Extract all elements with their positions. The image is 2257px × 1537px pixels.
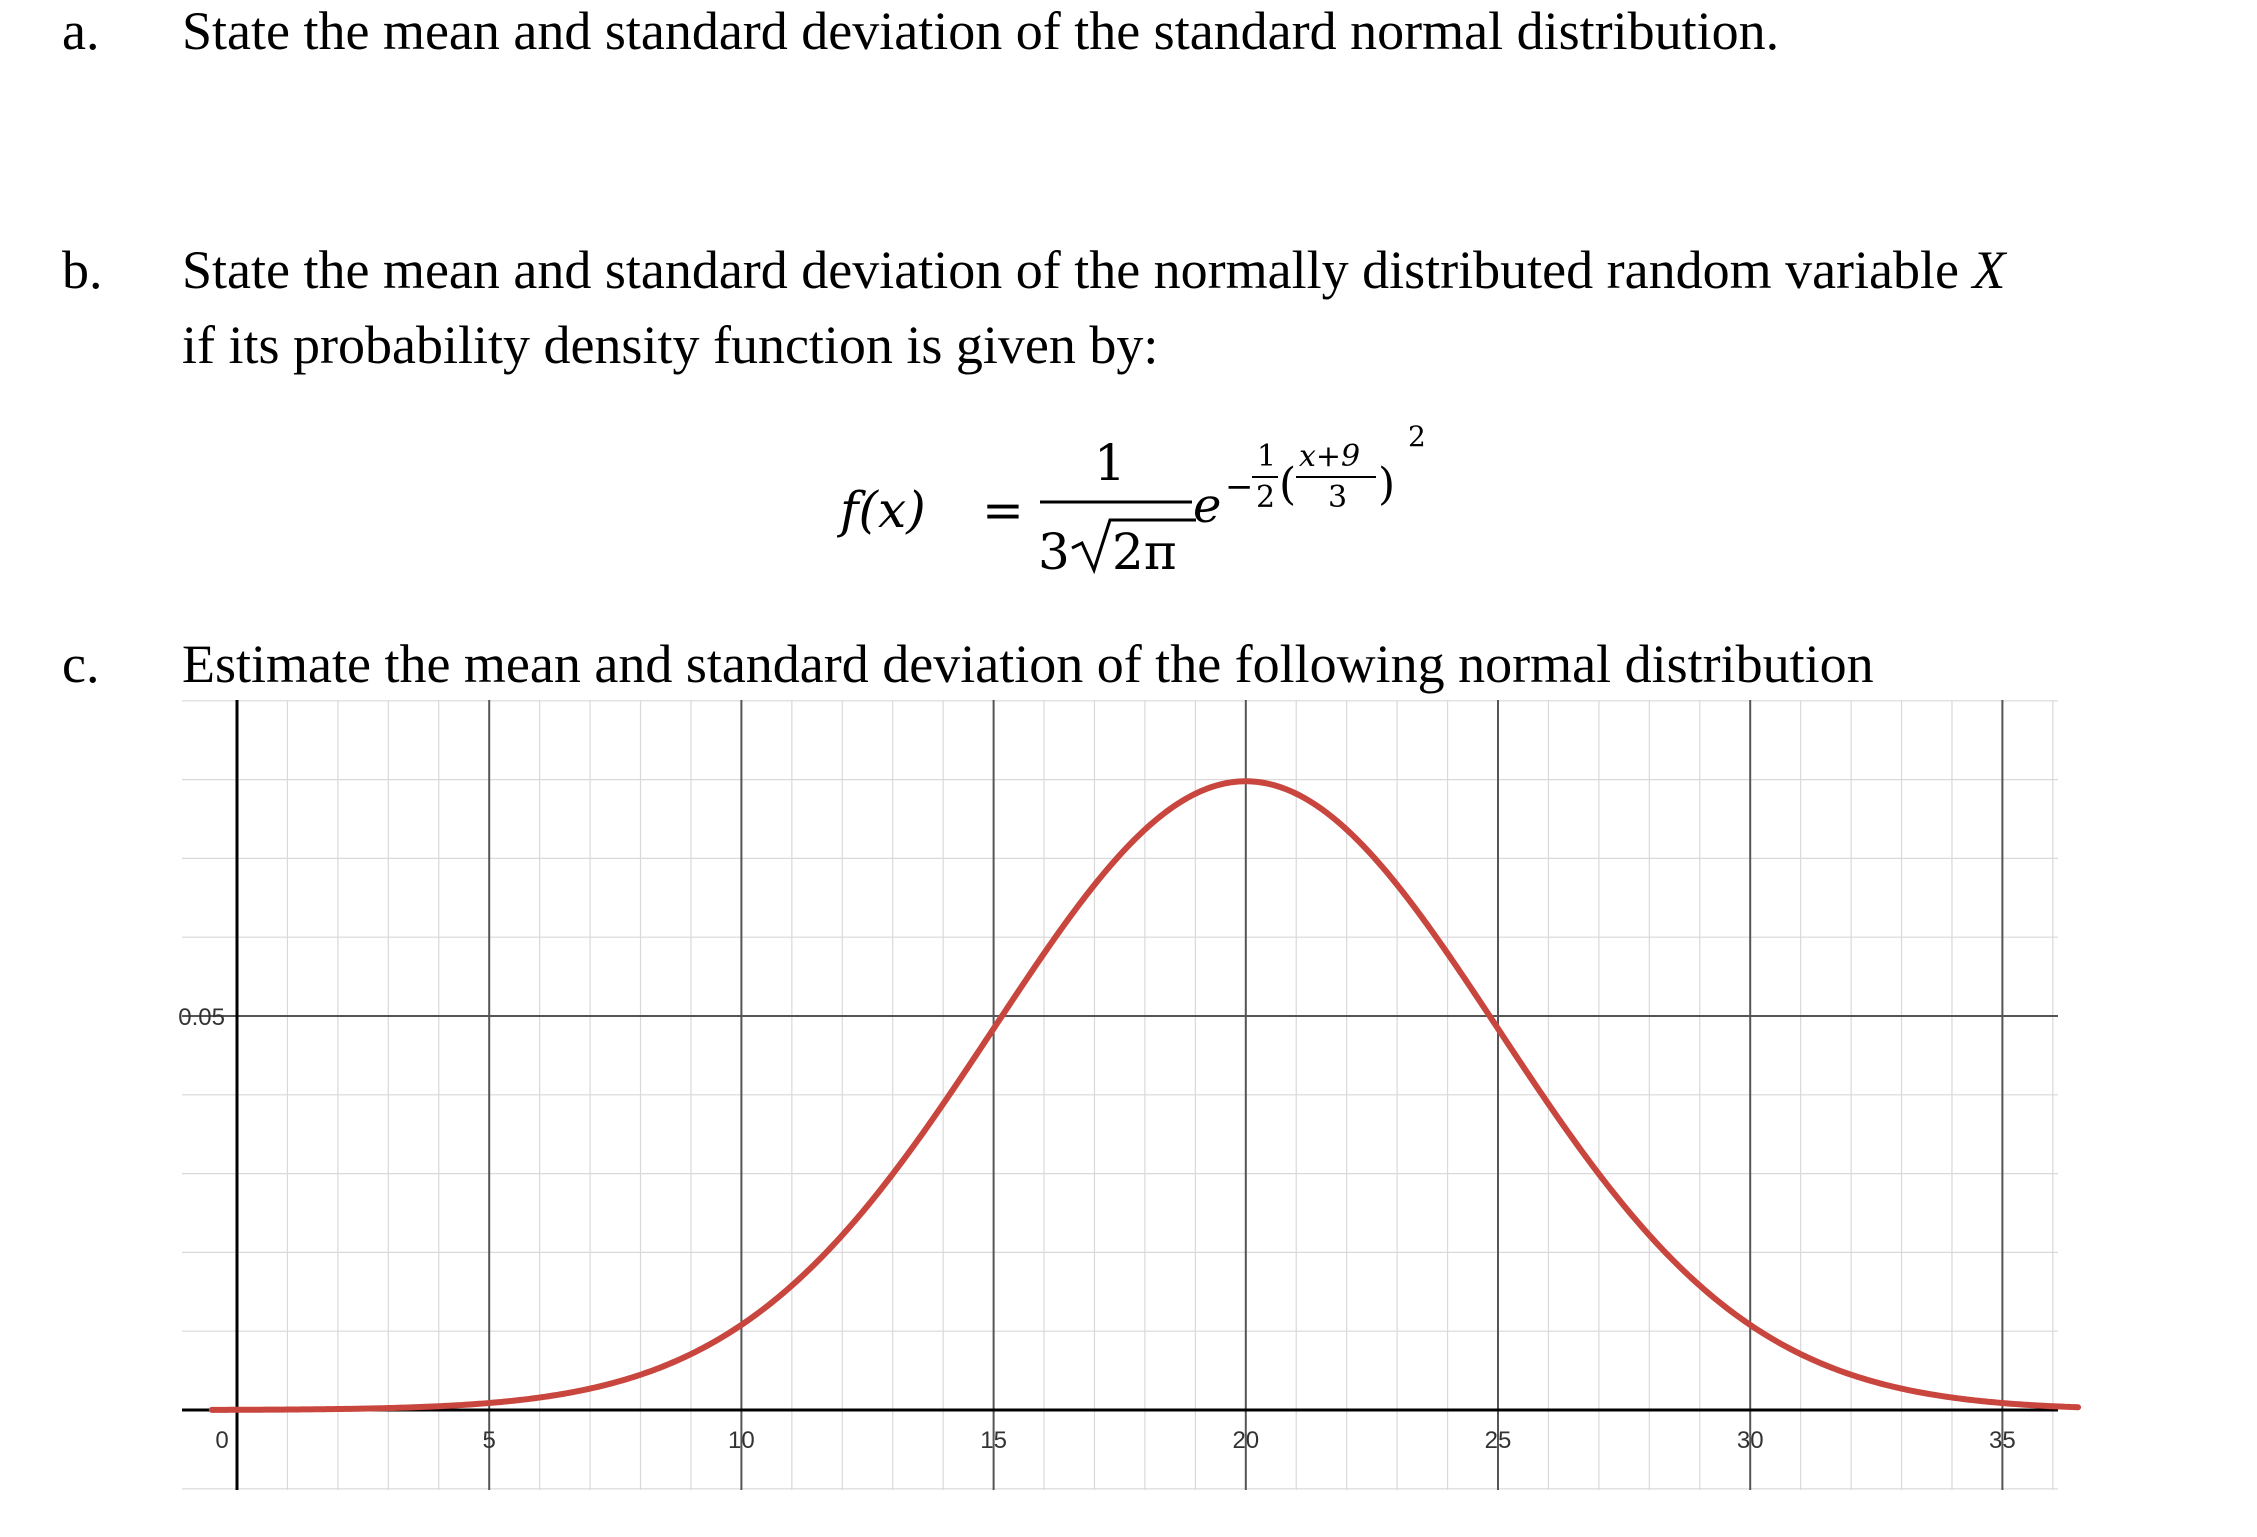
chart-minor-grid xyxy=(182,700,2058,1490)
chart-x-tick-label: 35 xyxy=(1989,1427,2016,1454)
chart-series xyxy=(208,778,2082,1413)
question-b-variable: X xyxy=(1972,240,2006,300)
chart-axes xyxy=(182,700,2058,1490)
chart-x-tick-label: 20 xyxy=(1232,1427,1259,1454)
question-c-marker: c. xyxy=(62,634,100,694)
question-b-text-line2: if its probability density function is g… xyxy=(182,315,1159,375)
chart-x-tick-label: 10 xyxy=(728,1427,755,1454)
chart-x-tick-label: 5 xyxy=(483,1427,496,1454)
chart-x-tick-label: 25 xyxy=(1485,1427,1512,1454)
question-a-marker: a. xyxy=(62,1,100,61)
question-b-text-prefix: State the mean and standard deviation of… xyxy=(182,240,1973,300)
question-c-text: Estimate the mean and standard deviation… xyxy=(182,634,1874,694)
chart-tick-labels: 0 5 10 15 20 25 30 35 0.05 xyxy=(178,1004,2015,1454)
chart-x-tick-label: 15 xyxy=(980,1427,1007,1454)
question-a-text: State the mean and standard deviation of… xyxy=(182,1,1780,61)
question-b-marker: b. xyxy=(62,240,103,300)
chart-series-line xyxy=(208,778,2082,1413)
chart-y-tick-label: 0.05 xyxy=(178,1004,225,1031)
chart-x-tick-label: 0 xyxy=(215,1427,228,1454)
chart-major-grid xyxy=(182,700,2058,1490)
chart-x-tick-label: 30 xyxy=(1737,1427,1764,1454)
question-b-text-line1: State the mean and standard deviation of… xyxy=(182,243,2005,297)
